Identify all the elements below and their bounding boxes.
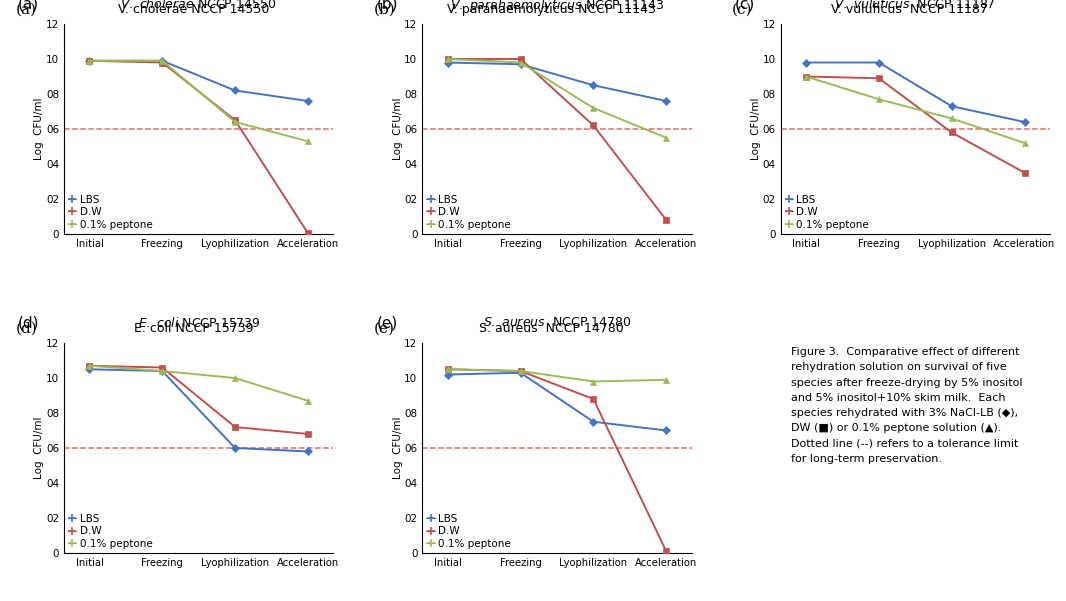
Text: $\mathit{S.\ aureus}$  NCCP 14780: $\mathit{S.\ aureus}$ NCCP 14780	[483, 316, 631, 329]
Text: (c): (c)	[734, 0, 755, 12]
Text: (d): (d)	[18, 316, 39, 331]
Text: Figure 3.  Comparative effect of different
rehydration solution on survival of f: Figure 3. Comparative effect of differen…	[791, 347, 1023, 463]
Text: S. aureus  NCCP 14780: S. aureus NCCP 14780	[480, 322, 624, 335]
Y-axis label: Log  CFU/ml: Log CFU/ml	[34, 416, 45, 479]
Text: V. vuluficus  NCCP 11187: V. vuluficus NCCP 11187	[831, 3, 988, 16]
Text: (a): (a)	[16, 3, 36, 17]
Text: $\mathit{E.\ coli}$ NCCP 15739: $\mathit{E.\ coli}$ NCCP 15739	[138, 316, 260, 330]
Text: (e): (e)	[376, 316, 398, 331]
Text: (b): (b)	[374, 3, 395, 17]
Text: E. coli NCCP 15739: E. coli NCCP 15739	[133, 322, 253, 335]
Text: $\mathit{V.\ cholerae}$ NCCP 14550: $\mathit{V.\ cholerae}$ NCCP 14550	[120, 0, 277, 11]
Legend: LBS, D.W, 0.1% peptone: LBS, D.W, 0.1% peptone	[784, 194, 870, 231]
Text: (c): (c)	[732, 3, 753, 17]
Legend: LBS, D.W, 0.1% peptone: LBS, D.W, 0.1% peptone	[67, 194, 154, 231]
Y-axis label: Log  CFU/ml: Log CFU/ml	[392, 416, 403, 479]
Text: $\mathit{V.\ parahaemolyticus}$ NCCP 11143: $\mathit{V.\ parahaemolyticus}$ NCCP 111…	[450, 0, 664, 14]
Text: V. parahaemolyticus NCCP 11143: V. parahaemolyticus NCCP 11143	[447, 3, 656, 16]
Text: (b): (b)	[376, 0, 398, 12]
Y-axis label: Log  CFU/ml: Log CFU/ml	[752, 98, 761, 160]
Text: V. cholerae NCCP 14550: V. cholerae NCCP 14550	[117, 3, 269, 16]
Legend: LBS, D.W, 0.1% peptone: LBS, D.W, 0.1% peptone	[425, 513, 512, 550]
Y-axis label: Log  CFU/ml: Log CFU/ml	[392, 98, 403, 160]
Text: (d): (d)	[16, 322, 37, 336]
Text: (a): (a)	[18, 0, 39, 12]
Legend: LBS, D.W, 0.1% peptone: LBS, D.W, 0.1% peptone	[67, 513, 154, 550]
Text: (e): (e)	[374, 322, 394, 336]
Text: $\mathit{V.\ vuluficus}$  NCCP 11187: $\mathit{V.\ vuluficus}$ NCCP 11187	[835, 0, 997, 11]
Y-axis label: Log  CFU/ml: Log CFU/ml	[34, 98, 45, 160]
Legend: LBS, D.W, 0.1% peptone: LBS, D.W, 0.1% peptone	[425, 194, 512, 231]
